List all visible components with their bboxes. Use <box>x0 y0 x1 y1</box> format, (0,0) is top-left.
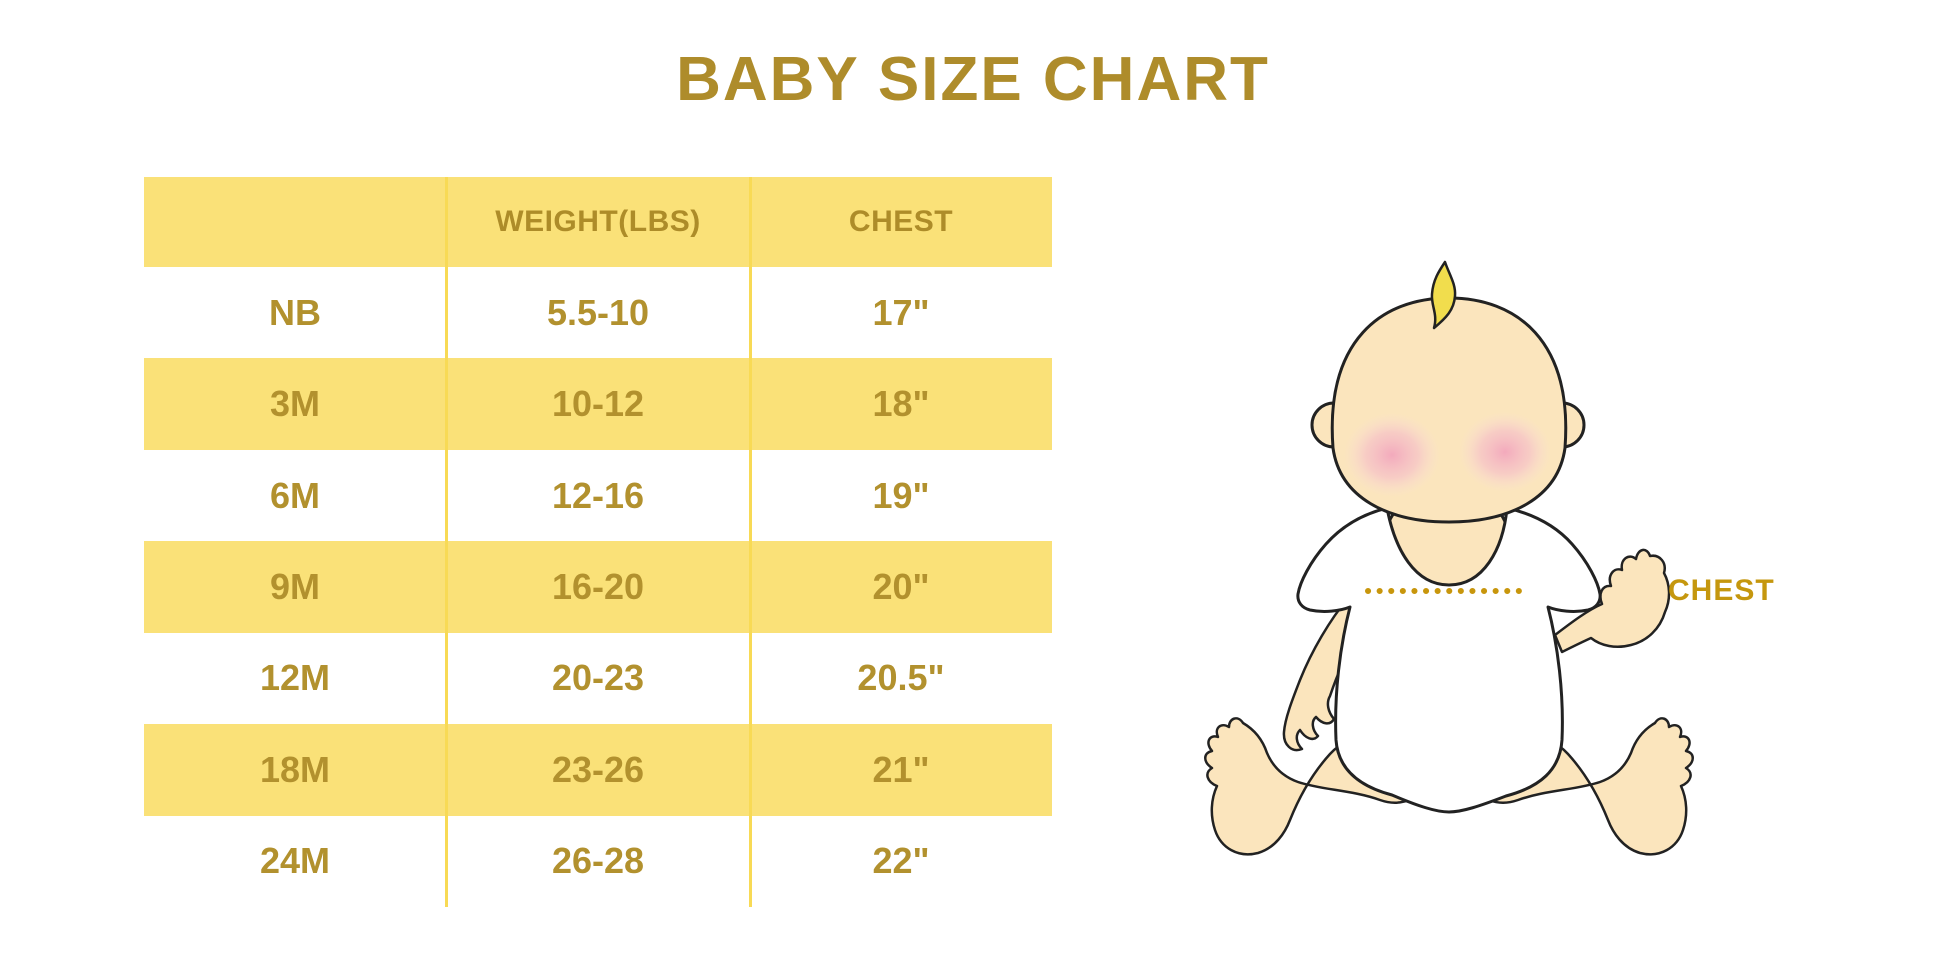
cell-chest-row5: 21" <box>750 724 1052 816</box>
cell-weight-row5: 23-26 <box>446 724 750 816</box>
header-cell-chest: CHEST <box>750 177 1052 267</box>
baby-neck-skin <box>1383 486 1511 594</box>
cell-chest-row6: 22" <box>750 815 1052 907</box>
cell-weight-row6: 26-28 <box>446 815 750 907</box>
baby-head <box>1330 296 1568 524</box>
cell-size-row1: 3M <box>144 358 446 450</box>
page-title: BABY SIZE CHART <box>676 45 1270 114</box>
column-divider <box>749 177 752 907</box>
baby-left-arm <box>1282 596 1366 752</box>
cell-size-row3: 9M <box>144 541 446 633</box>
baby-left-leg <box>1204 717 1432 856</box>
cell-size-row6: 24M <box>144 815 446 907</box>
baby-right-ear <box>1538 401 1586 449</box>
baby-sitting-icon <box>1204 260 1694 856</box>
cell-weight-row1: 10-12 <box>446 358 750 450</box>
cell-weight-row4: 20-23 <box>446 632 750 725</box>
cell-chest-row3: 20" <box>750 541 1052 633</box>
cell-chest-row1: 18" <box>750 358 1052 450</box>
baby-right-cheek-blush <box>1459 412 1551 492</box>
baby-hair-curl <box>1430 260 1457 330</box>
chest-label: CHEST <box>1668 574 1775 607</box>
header-cell-size <box>144 177 446 267</box>
size-table: WEIGHT(LBS) CHEST NB 5.5-10 17" 3M 10-12 18" 6M 1… <box>144 177 1052 907</box>
cell-chest-row4: 20.5" <box>750 632 1052 725</box>
baby-right-leg <box>1466 717 1694 856</box>
cell-weight-row3: 16-20 <box>446 541 750 633</box>
baby-right-arm <box>1553 548 1671 654</box>
cell-size-row4: 12M <box>144 632 446 725</box>
cell-size-row5: 18M <box>144 724 446 816</box>
baby-onesie <box>1296 506 1602 814</box>
baby-left-ear <box>1310 401 1358 449</box>
cell-chest-row2: 19" <box>750 449 1052 542</box>
cell-weight-row2: 12-16 <box>446 449 750 542</box>
baby-left-cheek-blush <box>1344 413 1440 497</box>
column-divider <box>445 177 448 907</box>
cell-chest-row0: 17" <box>750 267 1052 359</box>
cell-weight-row0: 5.5-10 <box>446 267 750 359</box>
cell-size-row0: NB <box>144 267 446 359</box>
header-cell-weight: WEIGHT(LBS) <box>446 177 750 267</box>
cell-size-row2: 6M <box>144 449 446 542</box>
